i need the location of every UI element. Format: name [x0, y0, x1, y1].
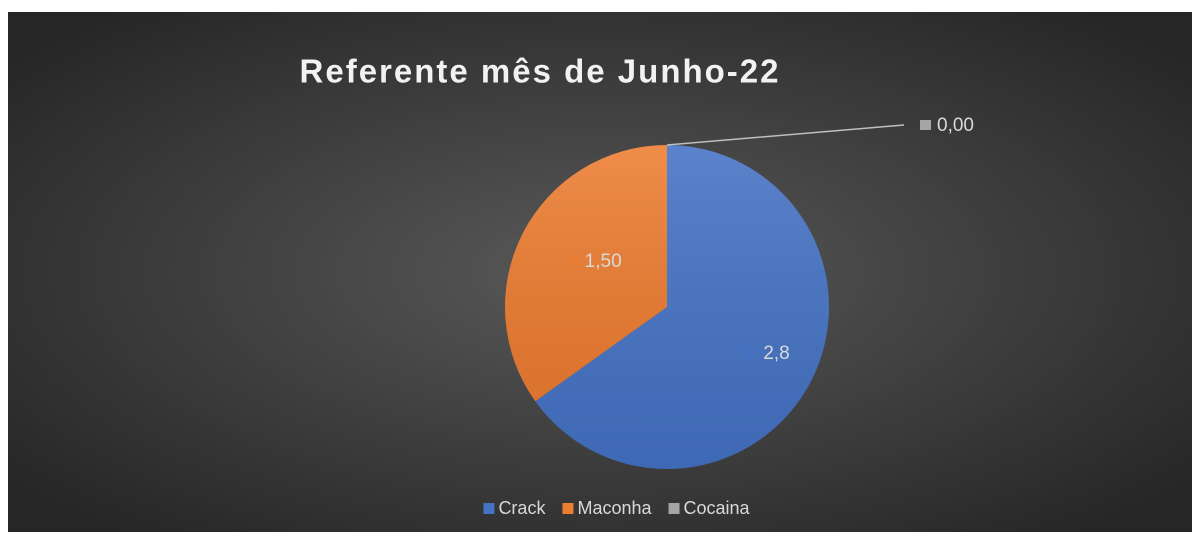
data-label: 2,8: [763, 343, 789, 364]
data-label: 1,50: [585, 251, 622, 272]
legend-key: [668, 503, 680, 514]
data-label: 0,00: [937, 115, 974, 136]
legend-key: [483, 503, 495, 514]
legend-label: Cocaina: [684, 498, 751, 518]
slice-sheen: [505, 145, 667, 402]
chart-title: Referente mês de Junho-22: [300, 53, 781, 90]
slice-sheen: [535, 145, 829, 469]
legend-label: Maconha: [577, 498, 652, 518]
label-key: [920, 120, 931, 130]
leader-line: [666, 124, 905, 146]
legend-key: [562, 503, 574, 514]
legend-label: Crack: [498, 498, 546, 518]
label-key: [746, 347, 758, 358]
label-key: [567, 256, 579, 267]
